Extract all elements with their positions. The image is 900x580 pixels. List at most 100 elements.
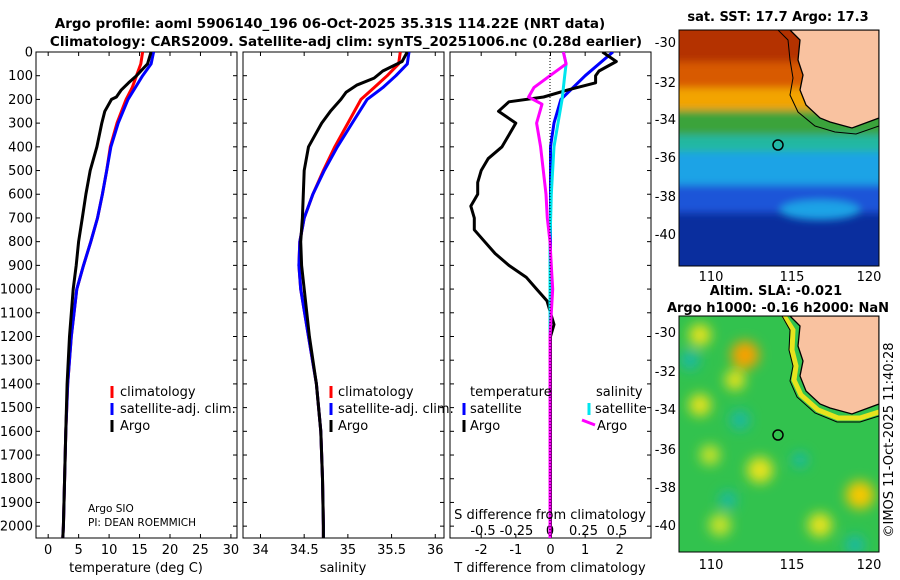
sst-xtick: 115 (780, 270, 805, 285)
sst-band-blue (679, 185, 879, 213)
legend-label-climatology: climatology (120, 385, 196, 400)
xtick-label: 10 (101, 543, 118, 558)
ytick-label: 1200 (0, 330, 33, 345)
series-line-t-argo (469, 52, 618, 538)
sla-blob (792, 452, 808, 468)
sla-map-title-line2: Argo h1000: -0.16 h2000: NaN (667, 301, 889, 316)
sst-ytick: -40 (655, 228, 676, 243)
ytick-label: 900 (8, 259, 33, 274)
difference-xlabel-top: S difference from climatology (454, 508, 646, 523)
sst-map-axis: -30 -32 -34 -36 -38 -40 110 115 120 (655, 36, 882, 285)
xtick-label: 25 (192, 543, 209, 558)
sst-band-cyan (679, 152, 879, 188)
sst-argo-marker (772, 139, 784, 151)
sla-ytick: -34 (655, 403, 676, 418)
sst-xtick: 120 (857, 270, 882, 285)
xtick-label: 20 (162, 543, 179, 558)
xtick-label: 35 (340, 543, 357, 558)
sla-blob (689, 394, 711, 416)
imos-timestamp: ©IMOS 11-Oct-2025 11:40:28 (882, 342, 897, 537)
legend-label-t-satellite: satellite (470, 402, 522, 417)
series-line-argo (299, 52, 409, 538)
ytick-label: 600 (8, 188, 33, 203)
sst-land (789, 30, 879, 129)
sla-argo-marker (772, 429, 784, 441)
legend-swatch-s-argo (581, 418, 596, 427)
xtick-label: 15 (131, 543, 148, 558)
xtick-label: 5 (74, 543, 82, 558)
legend-label-s-argo: Argo (597, 419, 627, 434)
sst-contour (777, 30, 879, 135)
ytick-label: 500 (8, 164, 33, 179)
ytick-label: 800 (8, 235, 33, 250)
xtick-label: 0 (546, 543, 554, 558)
s-tick-label: 0.25 (569, 524, 598, 539)
sla-blob (689, 324, 711, 346)
ytick-label: 1500 (0, 401, 33, 416)
sst-map-title: sat. SST: 17.7 Argo: 17.3 (687, 10, 868, 25)
salinity-axis: 34 34.5 35 35.5 36 (243, 51, 444, 558)
xtick-label: 34 (252, 543, 269, 558)
sst-ytick: -34 (655, 113, 676, 128)
ytick-label: 1100 (0, 306, 33, 321)
s-tick-label: -0.5 (470, 524, 495, 539)
sla-blob (808, 513, 832, 537)
xtick-label: 1 (581, 543, 589, 558)
sst-map-frame (678, 29, 880, 267)
ytick-label: 300 (8, 117, 33, 132)
sla-blob (747, 457, 773, 483)
figure-title-line2: Climatology: CARS2009. Satellite-adj cli… (50, 34, 642, 50)
legend-title-salinity: salinity (596, 385, 643, 400)
series-line-argo (61, 52, 153, 538)
ytick-label: 1800 (0, 472, 33, 487)
sst-ytick: -30 (655, 36, 676, 51)
ytick-label: 700 (8, 211, 33, 226)
float-annotation-line2: PI: DEAN ROEMMICH (88, 517, 196, 529)
sla-blob (709, 514, 731, 536)
s-tick-label: 0.5 (607, 524, 628, 539)
sla-blob (680, 350, 700, 370)
ytick-label: 2000 (0, 520, 33, 535)
s-tick-label: -0.25 (500, 524, 534, 539)
series-line-s-argo (527, 52, 568, 538)
sla-map (679, 316, 879, 552)
legend-label-s-satellite: satellite (595, 402, 647, 417)
ytick-label: 1000 (0, 283, 33, 298)
sla-xtick: 115 (780, 558, 805, 573)
temperature-series (61, 52, 156, 538)
legend-label-t-argo: Argo (470, 419, 500, 434)
sst-eddy (780, 200, 860, 220)
temperature-panel (35, 51, 238, 539)
sst-ytick: -38 (655, 190, 676, 205)
sla-xtick: 120 (857, 558, 882, 573)
sla-map-frame (678, 315, 880, 553)
float-annotation-line1: Argo SIO (88, 503, 134, 515)
legend-label-satellite: satellite-adj. clim. (120, 402, 236, 417)
xtick-label: -2 (475, 543, 488, 558)
temperature-legend: climatology satellite-adj. clim. Argo (110, 385, 236, 434)
legend-label-climatology: climatology (338, 385, 414, 400)
difference-axis: -2 -1 0 1 2-0.5 -0.25 0 0.25 0.5 (450, 51, 651, 558)
ytick-label: 1600 (0, 425, 33, 440)
sla-coastal-band (781, 316, 879, 421)
ytick-label: 1300 (0, 354, 33, 369)
ytick-label: 1700 (0, 449, 33, 464)
sla-blob (845, 535, 865, 552)
temperature-xlabel: temperature (deg C) (69, 561, 203, 576)
sla-ytick: -32 (655, 365, 676, 380)
xtick-label: 0 (44, 543, 52, 558)
xtick-label: 36 (427, 543, 444, 558)
sla-blob (846, 481, 874, 509)
salinity-legend: climatology satellite-adj. clim. Argo (329, 385, 454, 434)
difference-xlabel: T difference from climatology (453, 561, 646, 576)
temperature-axis: 0100200300400500600700800900100011001200… (0, 46, 239, 559)
sla-contour (781, 316, 879, 423)
sla-xtick: 110 (699, 558, 724, 573)
legend-label-argo: Argo (338, 419, 368, 434)
xtick-label: -1 (509, 543, 522, 558)
ytick-label: 1400 (0, 377, 33, 392)
sla-map-title-line1: Altim. SLA: -0.021 (710, 284, 842, 299)
sla-map-axis: -30 -32 -34 -36 -38 -40 110 115 120 (655, 326, 882, 573)
figure-title-line1: Argo profile: aoml 5906140_196 06-Oct-20… (55, 16, 605, 32)
